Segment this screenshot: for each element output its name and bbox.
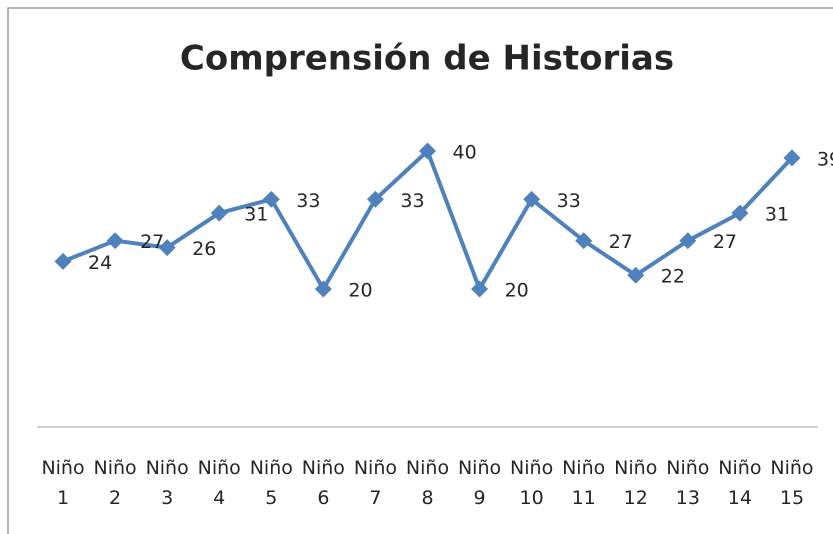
data-label: 39 xyxy=(817,148,833,170)
marker xyxy=(471,280,489,298)
marker xyxy=(419,142,436,160)
x-tick-label: Niño 3 xyxy=(145,457,189,509)
data-label: 24 xyxy=(88,252,112,274)
marker xyxy=(679,232,697,250)
x-tick-label: Niño 14 xyxy=(718,457,762,509)
x-tick-label: Niño 5 xyxy=(249,457,293,509)
chart-title: Comprensión de Historias xyxy=(180,39,674,79)
marker xyxy=(210,204,228,222)
data-label: 26 xyxy=(192,238,216,260)
data-label: 27 xyxy=(609,231,633,253)
x-tick-label: Niño 13 xyxy=(666,457,710,509)
data-label: 20 xyxy=(505,280,529,302)
x-tick-label: Niño 1 xyxy=(41,457,85,509)
chart-frame xyxy=(7,7,833,534)
marker xyxy=(731,204,749,222)
marker xyxy=(158,239,176,257)
data-label: 33 xyxy=(400,190,424,212)
data-label: 20 xyxy=(348,280,372,302)
data-label: 40 xyxy=(453,142,477,164)
x-tick-label: Niño 7 xyxy=(353,457,397,509)
data-label: 22 xyxy=(661,266,685,288)
marker xyxy=(366,190,384,208)
data-label: 27 xyxy=(713,231,737,253)
x-tick-label: Niño 2 xyxy=(93,457,137,509)
marker xyxy=(54,252,72,270)
x-tick-label: Niño 8 xyxy=(405,457,450,509)
x-tick-label: Niño 11 xyxy=(562,457,606,509)
x-tick-label: Niño 10 xyxy=(510,457,554,509)
data-label: 33 xyxy=(557,190,581,212)
marker xyxy=(262,190,280,208)
x-tick-label: Niño 4 xyxy=(197,457,241,509)
data-label: 33 xyxy=(296,190,320,212)
marker xyxy=(106,232,124,250)
marker xyxy=(314,280,332,298)
marker xyxy=(523,190,541,208)
x-tick-label: Niño 6 xyxy=(301,457,345,509)
data-label: 31 xyxy=(765,204,789,226)
x-tick-label: Niño 9 xyxy=(457,457,502,509)
marker xyxy=(575,232,593,250)
data-label: 31 xyxy=(244,204,268,226)
x-tick-label: Niño 12 xyxy=(614,457,658,509)
x-tick-label: Niño 15 xyxy=(770,457,814,509)
data-label: 27 xyxy=(140,231,164,253)
marker xyxy=(783,149,801,167)
marker xyxy=(627,266,645,284)
